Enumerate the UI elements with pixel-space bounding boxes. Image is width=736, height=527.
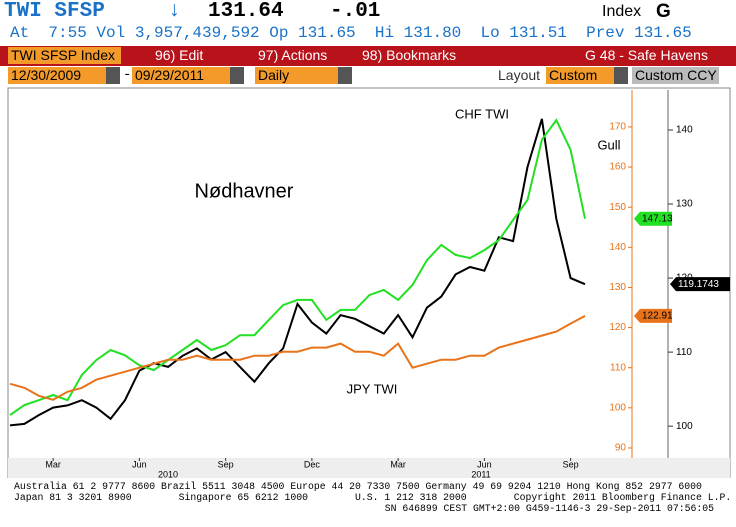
series-line [9, 118, 586, 427]
x-year-label: 2011 [471, 469, 490, 478]
last-value-label: 119.1743 [678, 279, 719, 290]
footer-line: SN 646899 CEST GMT+2:00 G459-1146-3 29-S… [384, 503, 714, 514]
y-tick-label: 160 [609, 162, 626, 173]
y-tick-label: 90 [615, 443, 627, 454]
y-tick-label: 110 [610, 362, 626, 373]
security-box[interactable]: TWI SFSP Index [8, 47, 121, 64]
chart-title: Nødhavner [195, 180, 294, 202]
dropdown-icon[interactable] [338, 67, 352, 84]
x-tick-label: Mar [45, 459, 61, 469]
y-tick-label: 150 [609, 202, 626, 213]
ticker: TWI SFSP [4, 0, 105, 23]
y-tick-label: 120 [609, 322, 626, 333]
x-tick-label: Jun [477, 459, 492, 469]
last-value-label: 122.91 [642, 311, 673, 322]
arrow: ↓ [168, 0, 181, 23]
series-label: Gull [597, 137, 620, 152]
actions-menu[interactable]: 97) Actions [258, 47, 328, 63]
last-price: 131.64 [208, 0, 284, 23]
x-tick-label: Sep [563, 459, 579, 469]
x-tick-label: Mar [390, 459, 406, 469]
edit-menu[interactable]: 96) Edit [155, 47, 204, 63]
series-label: JPY TWI [347, 381, 398, 396]
start-date[interactable]: 12/30/2009 [8, 67, 106, 84]
layout-label: Layout [498, 67, 541, 83]
y2-tick-label: 110 [676, 347, 692, 358]
y-tick-label: 140 [609, 242, 626, 253]
series-line [9, 315, 586, 401]
end-date[interactable]: 09/29/2011 [132, 67, 230, 84]
y2-tick-label: 100 [676, 421, 693, 432]
last-value-label: 147.13 [642, 213, 673, 224]
x-tick-label: Dec [304, 459, 321, 469]
footer-line: Japan 81 3 3201 8900 Singapore 65 6212 1… [14, 492, 732, 503]
y-tick-label: 130 [609, 282, 626, 293]
footer-line: Australia 61 2 9777 8600 Brazil 5511 304… [14, 481, 702, 492]
last-value-flag [670, 277, 730, 292]
y-tick-label: 100 [609, 402, 626, 413]
bookmarks-menu[interactable]: 98) Bookmarks [362, 47, 457, 63]
key: G [656, 1, 671, 22]
y-tick-label: 170 [609, 122, 626, 133]
dash: - [123, 67, 132, 83]
x-year-label: 2010 [158, 469, 178, 478]
x-tick-label: Sep [218, 459, 234, 469]
layout-select[interactable]: Custom [546, 67, 615, 84]
last-value-flag [634, 308, 672, 323]
change: -.01 [330, 0, 381, 23]
toolbar [0, 46, 736, 66]
x-axis-band [8, 458, 730, 478]
quote-line: At 7:55 Vol 3,957,439,592 Op 131.65 Hi 1… [10, 24, 692, 42]
market: Index [602, 3, 642, 20]
calendar-icon[interactable] [106, 67, 120, 84]
page-name: G 48 - Safe Havens [585, 47, 708, 63]
series-label: CHF TWI [455, 106, 509, 121]
series-line [9, 118, 586, 416]
last-value-flag [634, 211, 672, 226]
dropdown-icon[interactable] [614, 67, 628, 84]
y2-tick-label: 130 [676, 199, 693, 210]
x-tick-label: Jun [132, 459, 147, 469]
period-select[interactable]: Daily [255, 67, 340, 84]
calendar-icon[interactable] [230, 67, 244, 84]
chart: Nødhavner 90 100 110 120 130 140 150 160 170 100 1… [7, 87, 731, 478]
y2-tick-label: 140 [676, 125, 693, 136]
ccy-select[interactable]: Custom CCY [632, 67, 719, 84]
